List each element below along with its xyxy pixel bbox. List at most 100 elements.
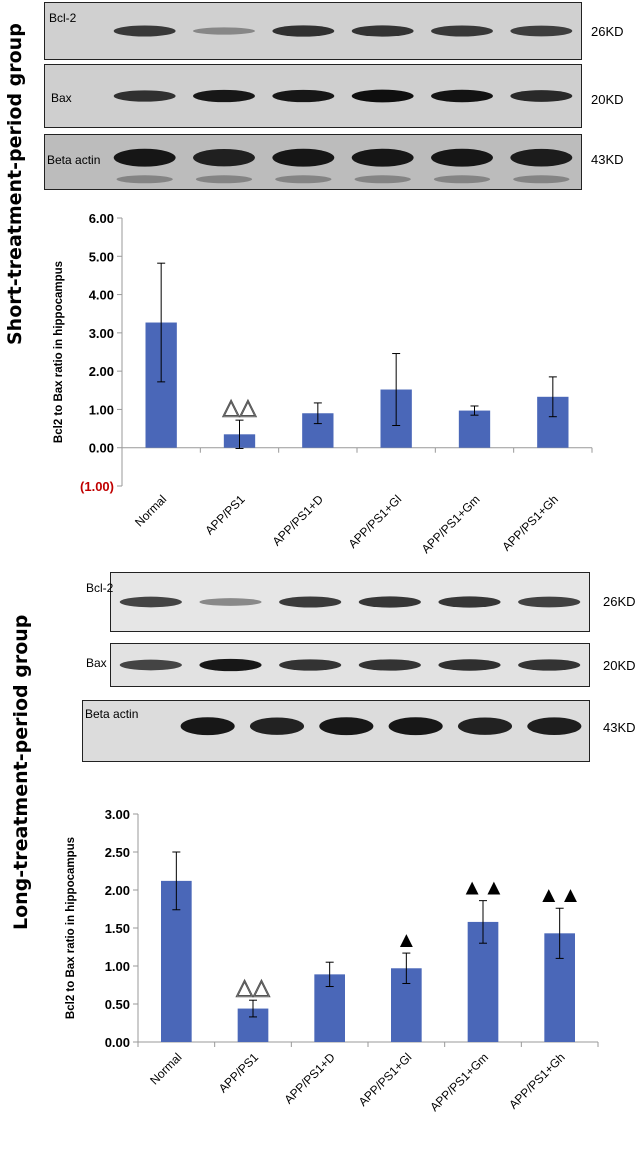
blot-band-lower xyxy=(354,175,411,184)
blot-band xyxy=(272,25,335,37)
kd-label: 26KD xyxy=(591,24,624,39)
y-tick-label: 4.00 xyxy=(89,288,114,303)
blot-band xyxy=(358,659,421,671)
blot-band xyxy=(113,25,176,37)
y-tick-label: 0.00 xyxy=(89,441,114,456)
significance-marker: ▲▲ xyxy=(538,882,582,907)
y-tick-label: 2.50 xyxy=(105,845,130,860)
blot-band xyxy=(249,717,305,735)
blot-band xyxy=(527,717,582,736)
significance-marker: ▲ xyxy=(395,927,417,952)
blot-band xyxy=(279,659,342,671)
category-label: APP/PS1+Gm xyxy=(419,492,483,556)
category-label: APP/PS1+Gh xyxy=(506,1050,568,1112)
blot-label: Beta actin xyxy=(85,707,139,721)
category-label: APP/PS1+D xyxy=(270,492,327,549)
blot-bcl2-short-bands xyxy=(45,3,581,59)
blot-beta-actin-short-bands xyxy=(45,135,581,189)
blot-band xyxy=(431,89,493,103)
blot-band xyxy=(510,25,573,37)
y-tick-label: 6.00 xyxy=(89,211,114,226)
blot-background xyxy=(111,644,589,686)
blot-band xyxy=(518,596,581,608)
blot-band xyxy=(272,148,335,167)
y-tick-label: 2.00 xyxy=(89,364,114,379)
blot-bcl2-short: Bcl-2 xyxy=(44,2,582,60)
y-tick-label: 1.00 xyxy=(105,959,130,974)
y-tick-label: (1.00) xyxy=(80,479,114,494)
blot-beta-actin-short: Beta actin xyxy=(44,134,582,190)
category-label: Normal xyxy=(147,1050,184,1087)
blot-bax-short-bands xyxy=(45,65,581,127)
blot-band xyxy=(119,596,182,608)
blot-band xyxy=(351,148,414,167)
blot-band xyxy=(319,717,374,736)
blot-label: Beta actin xyxy=(47,153,101,167)
blot-label: Bax xyxy=(86,656,107,670)
y-tick-label: 3.00 xyxy=(89,326,114,341)
category-label: APP/PS1+Gl xyxy=(356,1050,415,1109)
blot-band xyxy=(431,148,493,167)
blot-band-lower xyxy=(275,175,332,184)
blot-band xyxy=(193,89,255,103)
blot-bax-short: Bax xyxy=(44,64,582,128)
blot-band xyxy=(113,148,176,167)
blot-band xyxy=(351,89,414,103)
blot-band xyxy=(438,659,501,671)
blot-beta-actin-long: Beta actin xyxy=(82,700,590,762)
blot-band xyxy=(457,717,513,735)
blot-band xyxy=(272,89,335,103)
kd-label: 43KD xyxy=(591,152,624,167)
blot-label: Bcl-2 xyxy=(49,11,77,25)
bar-chart-short: 6.00 5.00 4.00 3.00 2.00 1.00 0.00 (1.00) Bcl2 t… xyxy=(53,211,593,556)
category-label: APP/PS1+Gl xyxy=(346,492,405,551)
category-label: APP/PS1+Gm xyxy=(427,1050,491,1114)
y-tick-label: 1.00 xyxy=(89,402,114,417)
y-axis-label: Bcl2 to Bax ratio in hippocampus xyxy=(65,837,77,1019)
kd-label: 43KD xyxy=(603,720,636,735)
long-group-title: Long-treatment-period group xyxy=(10,614,32,930)
blot-band-lower xyxy=(116,175,173,184)
blot-band xyxy=(438,596,501,608)
blot-band xyxy=(351,25,414,37)
blot-bax-long xyxy=(110,643,590,687)
blot-band xyxy=(199,658,262,672)
category-label: APP/PS1+D xyxy=(281,1050,338,1107)
short-group-title: Short-treatment-period group xyxy=(4,23,26,345)
y-tick-label: 0.50 xyxy=(105,997,130,1012)
blot-band xyxy=(388,717,443,736)
blot-band xyxy=(431,25,493,37)
significance-marker: △△ xyxy=(236,974,270,999)
y-tick-label: 2.00 xyxy=(105,883,130,898)
blot-band xyxy=(193,148,255,167)
y-tick-label: 1.50 xyxy=(105,921,130,936)
blot-band xyxy=(358,596,421,608)
blot-label: Bcl-2 xyxy=(86,581,114,595)
blot-background xyxy=(111,573,589,631)
blot-band xyxy=(199,598,262,606)
blot-bax-long-bands xyxy=(111,644,589,686)
blot-band xyxy=(518,659,581,671)
significance-marker: △△ xyxy=(223,394,257,419)
blot-label: Bax xyxy=(51,91,72,105)
kd-label: 26KD xyxy=(603,594,636,609)
blot-bcl2-long-bands xyxy=(111,573,589,631)
blot-band xyxy=(180,717,235,736)
blot-band-lower xyxy=(433,175,491,184)
y-tick-label: 3.00 xyxy=(105,807,130,822)
blot-band xyxy=(113,90,176,102)
blot-band xyxy=(193,27,255,35)
bar-chart-long: 3.00 2.50 2.00 1.50 1.00 0.50 0.00 Bcl2 to Bax … xyxy=(65,807,599,1114)
blot-band xyxy=(510,148,573,167)
kd-label: 20KD xyxy=(603,658,636,673)
bar xyxy=(458,410,491,448)
blot-band xyxy=(279,596,342,608)
significance-marker: ▲▲ xyxy=(461,875,505,900)
category-label: APP/PS1 xyxy=(202,492,248,538)
blot-beta-actin-long-bands xyxy=(83,701,589,761)
category-label: APP/PS1+Gh xyxy=(499,492,561,554)
category-label: APP/PS1 xyxy=(216,1050,262,1096)
blot-band xyxy=(119,659,182,671)
y-axis-label: Bcl2 to Bax ratio in hippocampus xyxy=(53,261,65,443)
blot-band xyxy=(510,90,573,102)
